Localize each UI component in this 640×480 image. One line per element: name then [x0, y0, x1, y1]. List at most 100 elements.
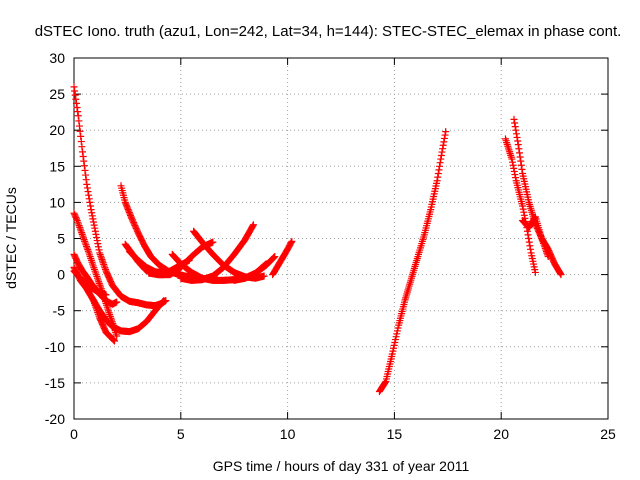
data-point [509, 161, 517, 169]
series-6 [70, 267, 110, 299]
data-point [92, 271, 100, 279]
data-point [515, 145, 523, 153]
data-point [441, 131, 449, 139]
data-point [270, 254, 278, 262]
data-point [83, 244, 91, 252]
data-point [508, 155, 516, 163]
data-point [442, 128, 450, 136]
y-tick-label: 5 [57, 231, 65, 247]
series-12 [177, 221, 257, 284]
data-point [81, 239, 89, 247]
data-point [434, 170, 442, 178]
y-tick-label: 25 [49, 86, 65, 102]
data-point [437, 155, 445, 163]
series-1 [70, 83, 170, 310]
data-point [510, 115, 518, 123]
data-point [75, 117, 83, 125]
series-13 [145, 238, 217, 279]
data-point [82, 241, 90, 249]
data-point [74, 220, 82, 228]
data-point [438, 148, 446, 156]
data-point [288, 237, 296, 245]
y-tick-label: -5 [53, 303, 66, 319]
data-point [90, 221, 98, 229]
y-tick-label: -15 [45, 375, 65, 391]
data-point [80, 236, 88, 244]
data-point [271, 253, 279, 261]
data-point [209, 238, 217, 246]
data-point [511, 123, 519, 131]
data-point [544, 253, 552, 261]
x-axis-label: GPS time / hours of day 331 of year 2011 [213, 458, 470, 474]
data-point [79, 234, 87, 242]
data-point [87, 206, 95, 214]
data-point [74, 112, 82, 120]
data-point [434, 173, 442, 181]
data-point [520, 208, 528, 216]
y-axis-label: dSTEC / TECUs [3, 187, 19, 289]
data-point [88, 212, 96, 220]
data-point [439, 141, 447, 149]
data-point [81, 237, 89, 245]
data-point [526, 245, 534, 253]
data-point [435, 166, 443, 174]
data-point [82, 171, 90, 179]
data-point [436, 162, 444, 170]
data-point [440, 134, 448, 142]
data-point [94, 240, 102, 248]
data-point [526, 242, 534, 250]
data-point [91, 224, 99, 232]
data-point [80, 157, 88, 165]
y-tick-label: 10 [49, 194, 65, 210]
data-point [79, 153, 87, 161]
data-point [525, 238, 533, 246]
data-point [518, 165, 526, 173]
data-point [77, 132, 85, 140]
data-point [78, 230, 86, 238]
data-point [90, 265, 98, 273]
data-point [111, 337, 119, 345]
data-point [84, 246, 92, 254]
data-point [90, 218, 98, 226]
data-point [270, 253, 278, 261]
x-tick-label: 10 [280, 426, 296, 442]
data-point [95, 278, 103, 286]
x-tick-label: 15 [387, 426, 403, 442]
data-point [436, 159, 444, 167]
data-point [82, 176, 90, 184]
data-point [159, 297, 167, 305]
data-point [85, 191, 93, 199]
data-point [437, 151, 445, 159]
data-point [74, 108, 82, 116]
data-point [71, 87, 79, 95]
data-point [249, 222, 257, 230]
data-point [83, 184, 91, 192]
data-point [85, 195, 93, 203]
data-point [110, 336, 118, 344]
data-point [440, 138, 448, 146]
data-point [511, 119, 519, 127]
data-point [83, 242, 91, 250]
data-point [510, 167, 518, 175]
series-15 [269, 237, 296, 279]
y-tick-label: 30 [49, 50, 65, 66]
data-point [287, 239, 295, 247]
data-point [557, 271, 565, 279]
data-point [93, 274, 101, 282]
data-point [381, 378, 389, 386]
data-point [513, 133, 521, 141]
data-point [520, 211, 528, 219]
data-point [76, 223, 84, 231]
data-point [92, 269, 100, 277]
data-point [95, 246, 103, 254]
y-tick-label: 20 [49, 122, 65, 138]
x-tick-label: 20 [493, 426, 509, 442]
axis-ticks: 0 5 10 15 20 25 -20 -15 -10 -5 0 5 10 15 20 25 30 [45, 50, 616, 442]
data-point [72, 95, 80, 103]
data-point [433, 177, 441, 185]
data-point [249, 221, 257, 229]
data-point [113, 332, 121, 340]
data-point [512, 130, 520, 138]
data-point [109, 336, 117, 344]
